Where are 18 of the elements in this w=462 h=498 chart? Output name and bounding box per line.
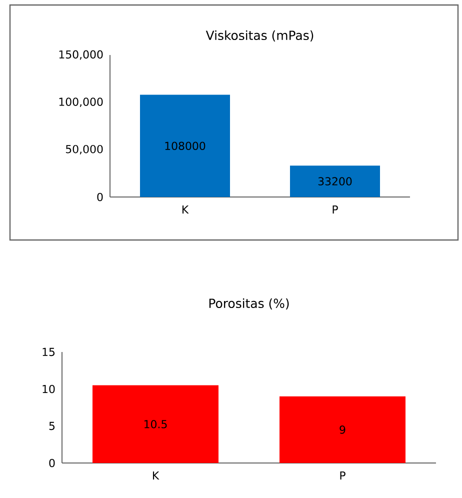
x-tick-label: P [340,472,346,480]
data-label: 9 [340,426,346,434]
x-tick-label: P [332,206,338,214]
chart-title: Viskositas (mPas) [206,30,314,42]
y-tick-label: 150,000 [59,50,103,60]
y-tick-label: 0 [49,458,55,468]
chart-title: Porositas (%) [209,298,289,310]
data-label: 108000 [165,142,206,150]
y-tick-label: 10 [42,384,55,394]
x-tick-label: K [152,472,160,480]
y-tick-label: 5 [49,422,55,430]
y-tick-label: 0 [97,192,103,202]
y-tick-label: 100,000 [59,98,103,108]
y-tick-label: 50,000 [66,144,103,154]
data-label: 33200 [318,177,352,186]
x-tick-label: K [182,206,189,214]
y-tick-label: 15 [42,348,55,356]
data-label: 10.5 [144,420,167,428]
